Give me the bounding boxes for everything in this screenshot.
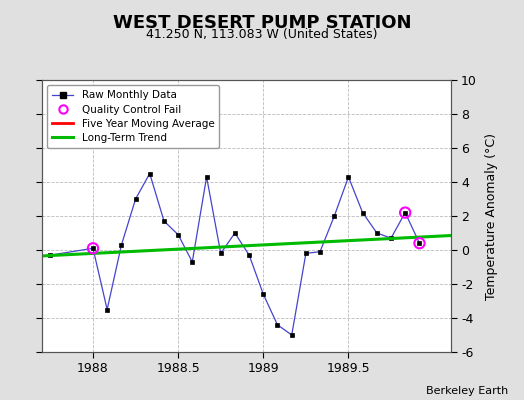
Point — [401, 210, 409, 216]
Point — [89, 245, 97, 252]
Text: WEST DESERT PUMP STATION: WEST DESERT PUMP STATION — [113, 14, 411, 32]
Text: 41.250 N, 113.083 W (United States): 41.250 N, 113.083 W (United States) — [146, 28, 378, 41]
Text: Berkeley Earth: Berkeley Earth — [426, 386, 508, 396]
Point — [416, 240, 424, 246]
Y-axis label: Temperature Anomaly (°C): Temperature Anomaly (°C) — [485, 132, 498, 300]
Legend: Raw Monthly Data, Quality Control Fail, Five Year Moving Average, Long-Term Tren: Raw Monthly Data, Quality Control Fail, … — [47, 85, 220, 148]
